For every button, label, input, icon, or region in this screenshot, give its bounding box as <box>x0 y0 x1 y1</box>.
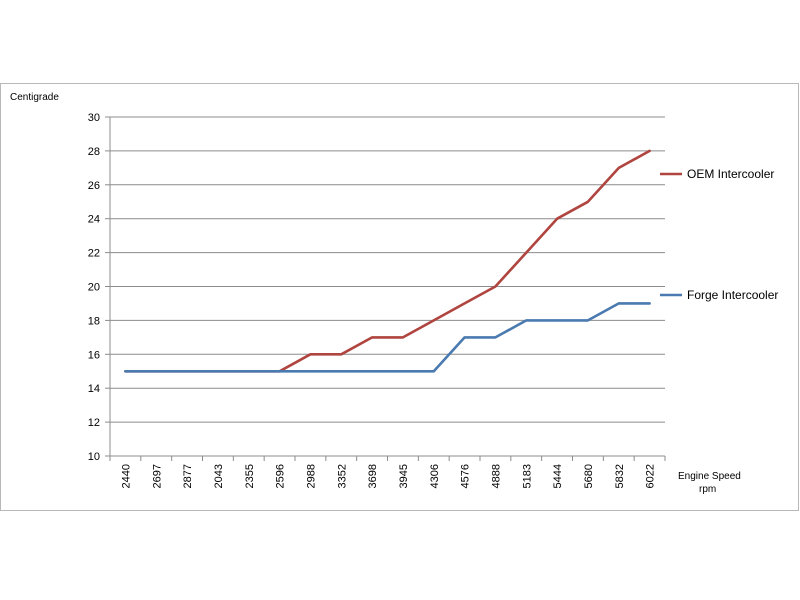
x-tick-label: 2043 <box>213 464 225 488</box>
legend-label: OEM Intercooler <box>687 167 774 181</box>
y-tick-label: 10 <box>88 451 100 463</box>
x-tick-label: 6022 <box>645 464 657 488</box>
axes: 10 12 14 16 18 20 22 24 26 28 30 2440 2697 2877 2043 23… <box>88 112 666 488</box>
y-axis-label: Centigrade <box>10 92 59 103</box>
series-line-oem-intercooler <box>124 149 651 373</box>
y-tick-label: 24 <box>88 214 100 226</box>
y-tick-label: 22 <box>88 248 100 260</box>
x-tick-label: 2596 <box>275 464 287 488</box>
y-tick-label: 28 <box>88 146 100 158</box>
x-tick-label: 2988 <box>305 464 317 488</box>
x-tick-label: 3945 <box>398 464 410 488</box>
x-tick-label: 5444 <box>552 464 564 488</box>
y-tick-label: 20 <box>88 282 100 294</box>
x-tick-label: 3698 <box>367 464 379 488</box>
y-tick-label: 26 <box>88 180 100 192</box>
x-axis-label: Engine Speed <box>678 471 741 482</box>
x-tick-label: 4306 <box>429 464 441 488</box>
y-tick-label: 30 <box>88 112 100 124</box>
grid-lines <box>110 116 665 423</box>
series-line-forge-intercooler <box>124 302 651 373</box>
x-tick-label: 5680 <box>583 464 595 488</box>
x-tick-label: 5183 <box>521 464 533 488</box>
y-tick-label: 18 <box>88 315 100 327</box>
series-lines <box>124 149 651 373</box>
legend: OEM Intercooler Forge Intercooler <box>660 167 778 302</box>
y-tick-label: 14 <box>88 383 100 395</box>
x-tick-label: 5832 <box>614 464 626 488</box>
x-tick-label: 4576 <box>460 464 472 488</box>
y-tick-label: 12 <box>88 417 100 429</box>
x-tick-label: 3352 <box>336 464 348 488</box>
x-tick-label: 2877 <box>182 464 194 488</box>
x-tick-label: 4888 <box>490 464 502 488</box>
x-tick-label: 2355 <box>244 464 256 488</box>
x-axis-unit-label: rpm <box>699 484 716 495</box>
x-tick-label: 2440 <box>120 464 132 488</box>
chart-frame <box>0 83 799 511</box>
legend-label: Forge Intercooler <box>687 288 778 302</box>
x-tick-label: 2697 <box>151 464 163 488</box>
y-tick-label: 16 <box>88 349 100 361</box>
